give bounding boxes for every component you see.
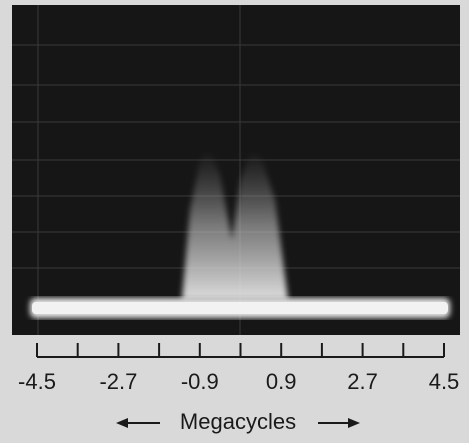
x-tick-label: -2.7 [99,369,137,394]
x-axis-label: Megacycles [180,409,296,434]
x-tick-label: -0.9 [181,369,219,394]
x-tick-label: 4.5 [429,369,460,394]
x-tick-label: -4.5 [18,369,56,394]
x-tick-label: 2.7 [347,369,378,394]
x-tick-label: 0.9 [266,369,297,394]
axis-label-group: Megacycles [116,409,360,434]
scope-screen [12,5,460,335]
